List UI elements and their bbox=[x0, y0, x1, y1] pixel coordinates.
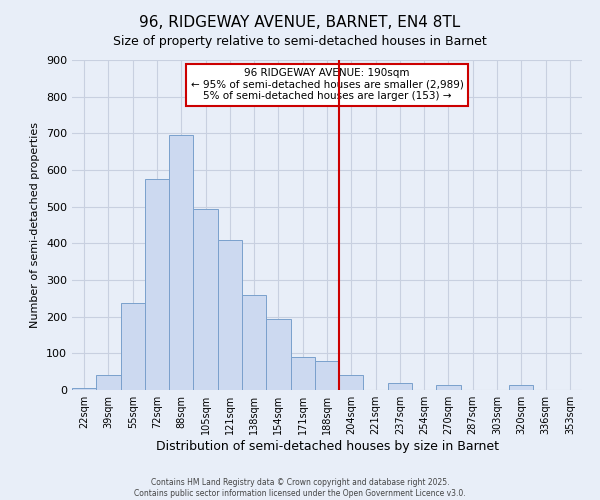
Bar bbox=[218, 240, 242, 390]
Bar bbox=[509, 384, 533, 390]
Bar bbox=[72, 388, 96, 390]
Bar bbox=[290, 357, 315, 390]
Bar bbox=[242, 294, 266, 390]
X-axis label: Distribution of semi-detached houses by size in Barnet: Distribution of semi-detached houses by … bbox=[155, 440, 499, 453]
Bar bbox=[315, 360, 339, 390]
Text: Size of property relative to semi-detached houses in Barnet: Size of property relative to semi-detach… bbox=[113, 35, 487, 48]
Y-axis label: Number of semi-detached properties: Number of semi-detached properties bbox=[31, 122, 40, 328]
Bar bbox=[339, 376, 364, 390]
Bar bbox=[145, 179, 169, 390]
Bar bbox=[436, 384, 461, 390]
Bar bbox=[266, 318, 290, 390]
Bar bbox=[121, 302, 145, 390]
Bar bbox=[388, 382, 412, 390]
Text: 96 RIDGEWAY AVENUE: 190sqm
← 95% of semi-detached houses are smaller (2,989)
5% : 96 RIDGEWAY AVENUE: 190sqm ← 95% of semi… bbox=[191, 68, 463, 102]
Bar bbox=[193, 208, 218, 390]
Text: Contains HM Land Registry data © Crown copyright and database right 2025.
Contai: Contains HM Land Registry data © Crown c… bbox=[134, 478, 466, 498]
Text: 96, RIDGEWAY AVENUE, BARNET, EN4 8TL: 96, RIDGEWAY AVENUE, BARNET, EN4 8TL bbox=[139, 15, 461, 30]
Bar bbox=[169, 135, 193, 390]
Bar bbox=[96, 376, 121, 390]
